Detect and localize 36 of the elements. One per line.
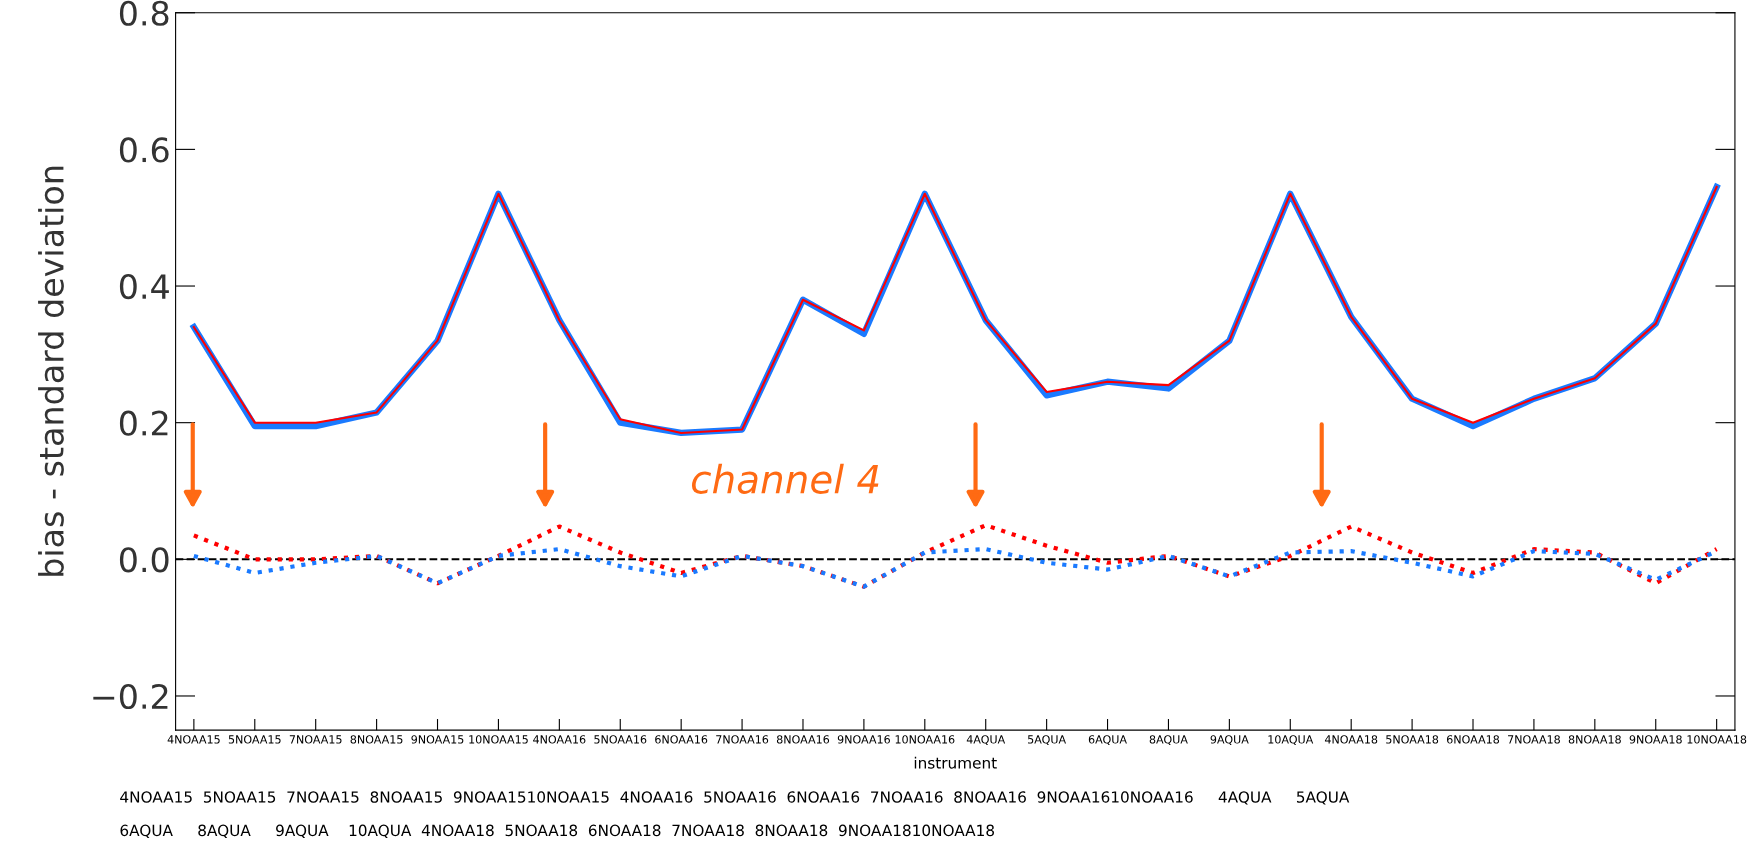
x-tick-label: 5AQUA [1028,735,1067,745]
y-axis-title: bias - standard deviation [38,166,64,576]
y-tick-label: 0.8 [119,0,169,26]
x-tick-label: 10NOAA18 [1687,735,1747,744]
x-tick-label: 8NOAA15 [350,735,403,744]
x-tick-label: 8NOAA16 [776,735,830,744]
y-tick-label: 0.2 [119,410,168,436]
annotation: channel 4 [691,463,879,494]
x-tick-label: 5NOAA15 [228,735,281,744]
x-tick-label: 7NOAA15 [289,735,342,744]
x-tick-label: 4NOAA15 [167,735,220,744]
x-tick-label: 6NOAA18 [1447,735,1500,744]
x-tick-label: 8AQUA [1149,735,1188,745]
y-tick-label: 0.4 [119,273,169,300]
x-tick-label: 10AQUA [1268,735,1314,745]
x-tick-label: 9AQUA [1210,735,1249,745]
x-tick-label: 10NOAA15 [469,735,528,744]
x-tick-label: 7NOAA18 [1508,735,1560,744]
x-tick-label: 6NOAA16 [655,735,708,744]
y-tick-label: −0.2 [93,683,168,710]
x-tick-label: 5NOAA18 [1386,735,1439,744]
text: 4NOAA15 5NOAA15 7NOAA15 8NOAA15 9NOAA1510NOAA15 4NOAA16 5NOAA16 6NOAA16 7NOAA16 8NOAA16 9NOAA1610NOAA16 4AQUA 5AQUA 6AQUA 8AQUA 9AQUA 10AQUA 4NOAA18 5NOAA18 6NOAA18 7NOAA18 8NOAA18 9NOAA1810NOAA18 [120,791,1350,838]
x-tick-label: 9NOAA16 [837,735,890,744]
x-tick-label: 4AQUA [966,735,1006,745]
x-tick-label: 10NOAA16 [895,735,955,744]
x-tick-label: 8NOAA18 [1568,735,1621,744]
x-tick-label: 4NOAA18 [1324,735,1378,744]
x-tick-label: 9NOAA15 [411,735,464,744]
x-tick-label: 6AQUA [1088,735,1127,745]
y-tick-label: 0.0 [119,547,169,573]
x-tick-label: 7NOAA16 [716,735,769,744]
x-tick-label: 9NOAA18 [1629,735,1682,744]
x-tick-label: 5NOAA16 [594,735,647,744]
x-axis-title: instrument [914,756,997,769]
y-tick-label: 0.6 [119,137,169,163]
x-tick-label: 4NOAA16 [533,735,586,744]
